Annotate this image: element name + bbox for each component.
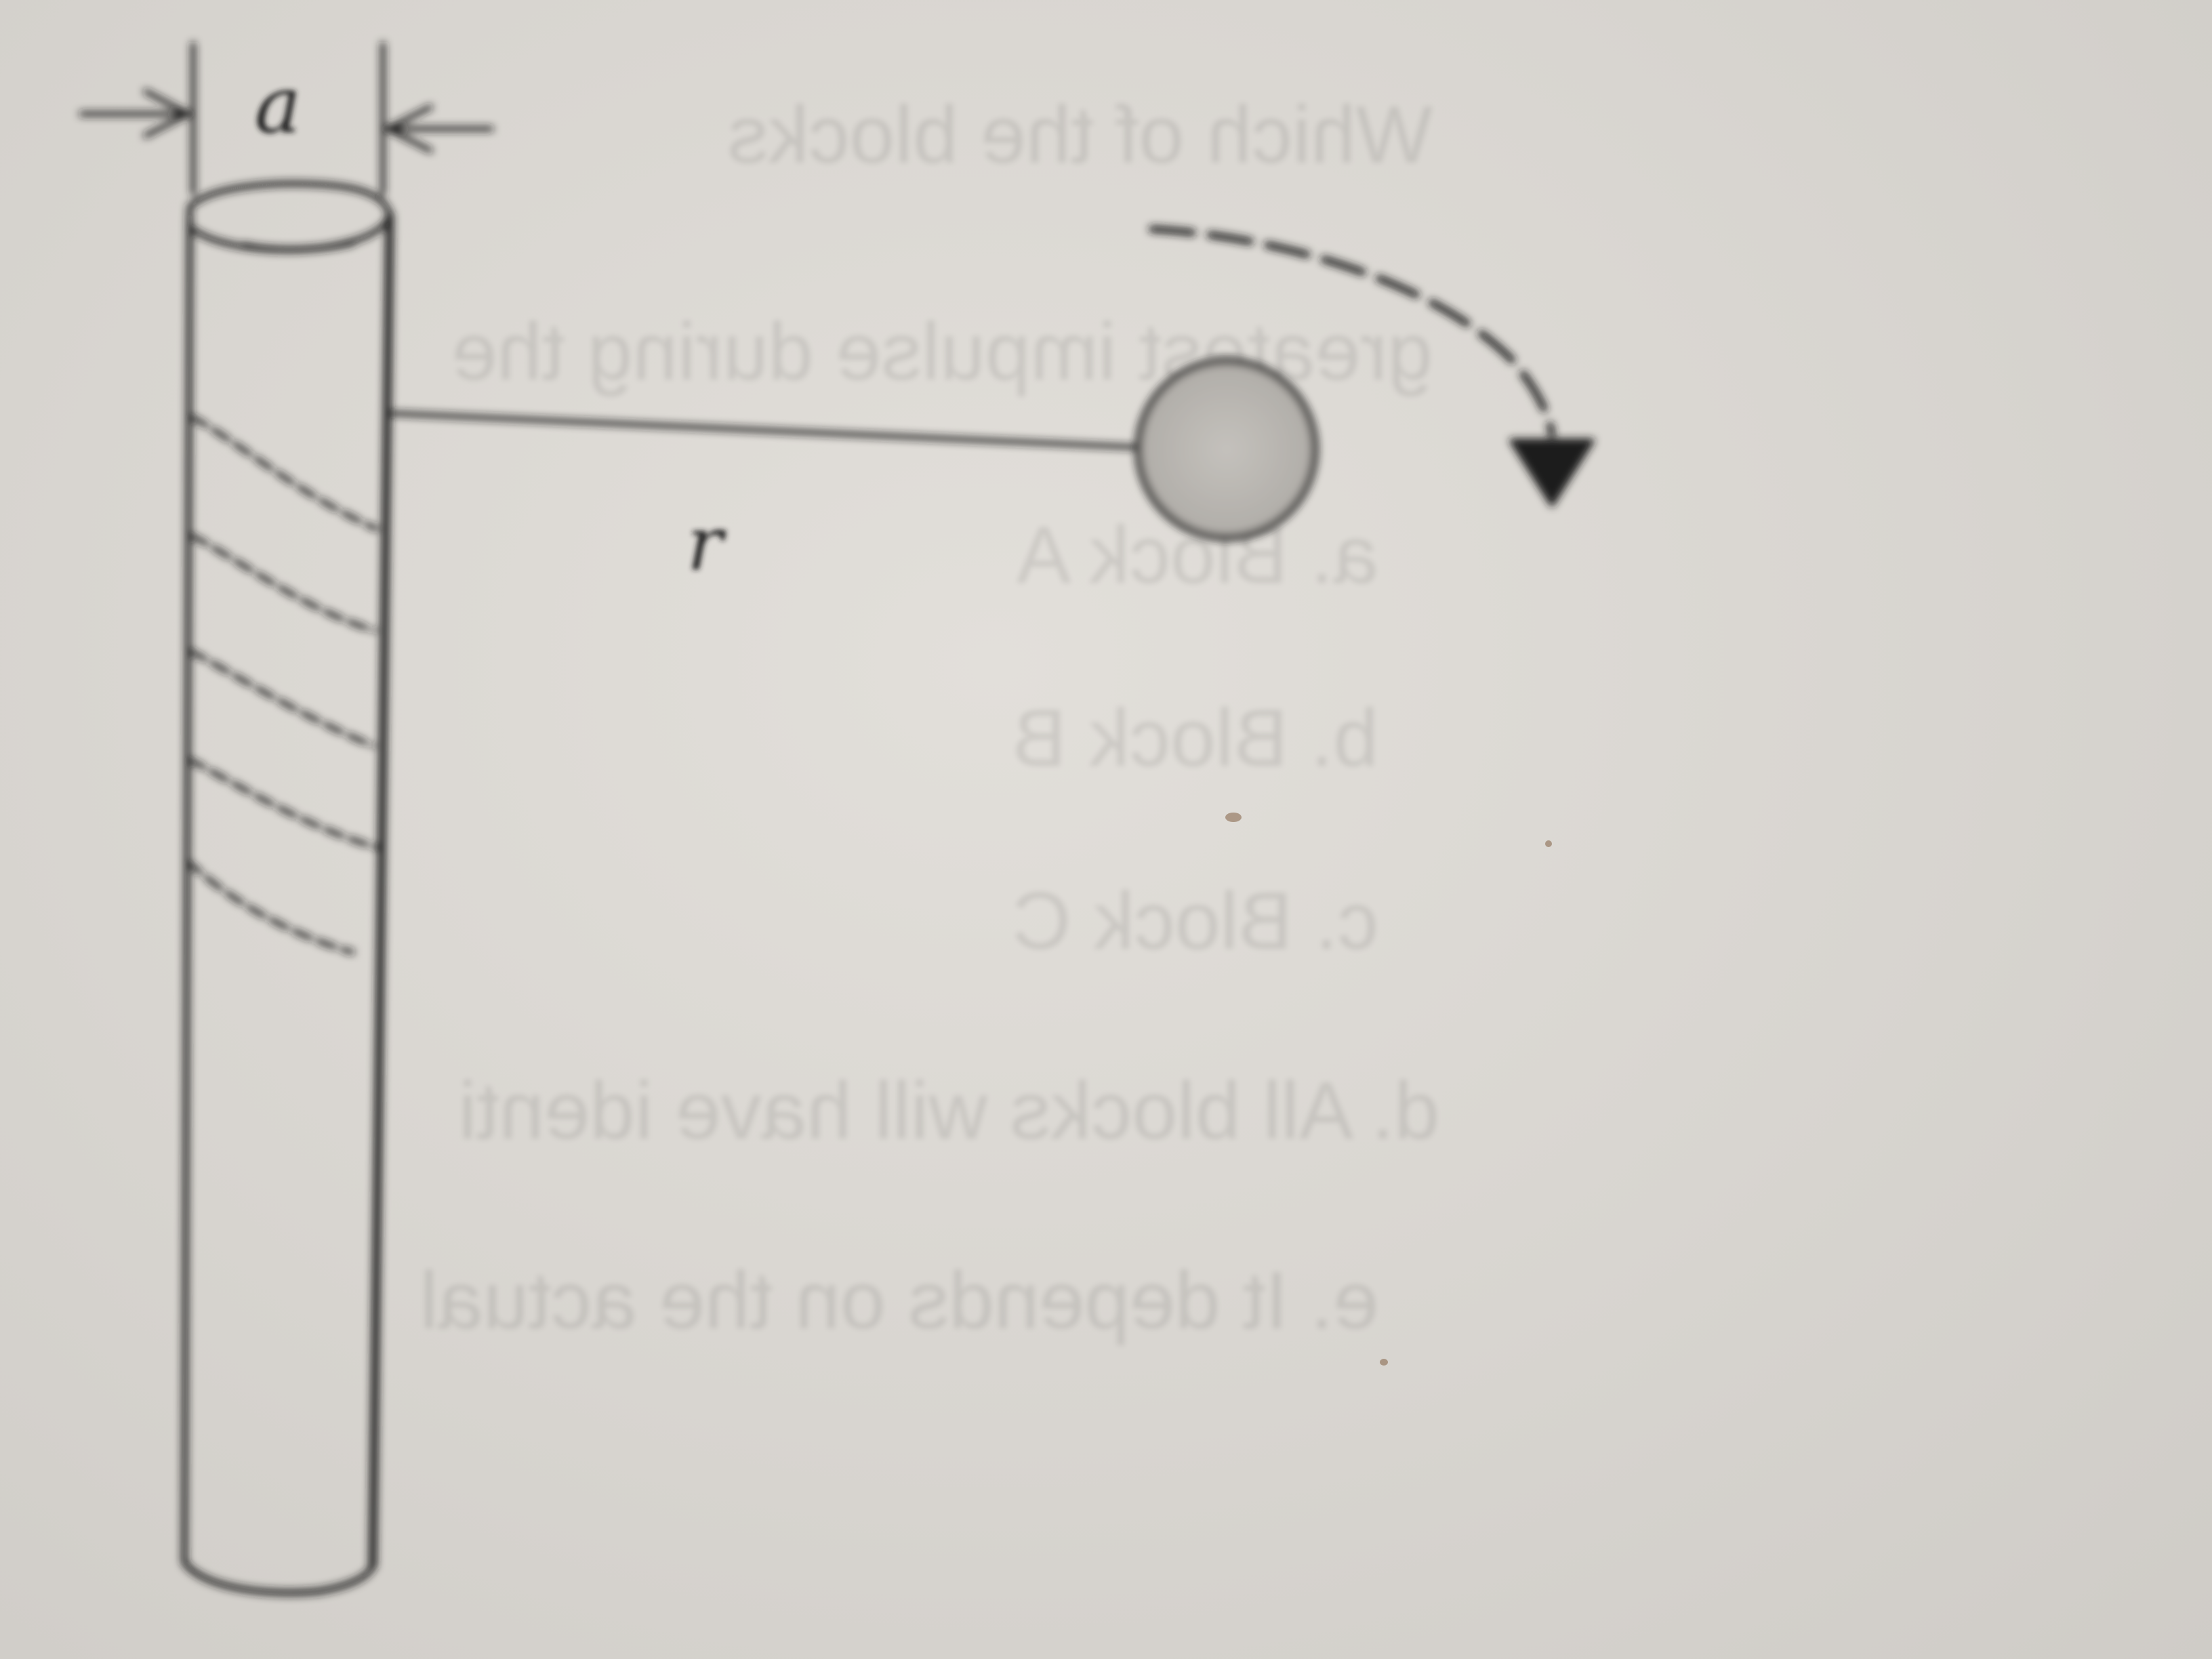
rotation-arrowhead [1509,438,1595,507]
string-wrap-4 [186,756,379,850]
pole-right-edge [369,211,394,1570]
pole-bottom-edge [181,1559,376,1596]
pole-left-edge [181,213,193,1565]
ghost-line-7: e. It depends on the actual [420,1255,1378,1346]
rotation-arrow-path [1149,226,1555,437]
bleed-through-text: Which of the blocks greatest impulse dur… [420,89,1439,1346]
width-label: a [255,60,302,151]
ball [1135,358,1318,541]
string-to-ball [390,411,1141,450]
pole [181,181,394,1596]
dimension-arrow-right [385,104,494,153]
string-wrap-5 [184,858,355,955]
paper-specks [1225,813,1552,1366]
ghost-line-1: Which of the blocks [728,89,1433,180]
string-wrap-1 [188,414,379,531]
ghost-line-5: c. Block C [1012,876,1378,966]
string-wrap-2 [188,533,377,633]
pole-top-inner [241,239,356,253]
rotation-arrow [1149,226,1595,507]
string-wrap-3 [187,648,375,748]
ghost-line-6: d. All blocks will have identi [459,1065,1439,1156]
width-dimension [79,41,494,196]
ghost-line-4: b. Block B [1012,693,1378,783]
wound-string [184,414,379,955]
radius-label: r [687,500,727,587]
dimension-arrow-left [79,89,191,138]
pole-top-ellipse [187,181,392,253]
